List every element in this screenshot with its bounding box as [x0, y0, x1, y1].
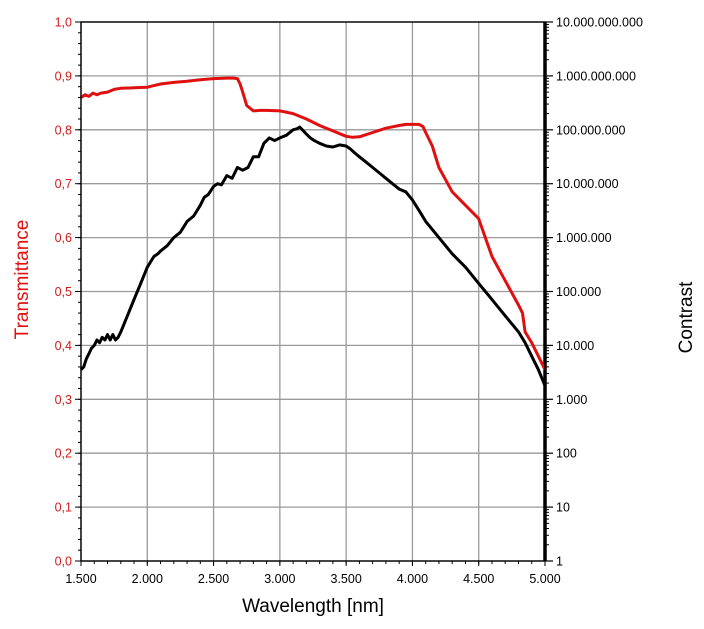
- left-tick-label: 1,0: [55, 16, 72, 30]
- right-tick-label: 10.000.000: [556, 177, 619, 191]
- contrast-line: [79, 125, 547, 387]
- right-tick-label: 10.000: [556, 339, 594, 353]
- right-tick-label: 1.000.000.000: [556, 69, 636, 83]
- left-tick-label: 0,0: [55, 555, 72, 569]
- x-axis-label: Wavelength [nm]: [242, 596, 384, 617]
- x-tick-label: 3.500: [331, 572, 362, 586]
- x-tick-label: 4.000: [397, 572, 428, 586]
- x-tick-label: 2.000: [132, 572, 163, 586]
- left-tick-label: 0,3: [55, 393, 72, 407]
- right-tick-label: 1.000.000: [556, 231, 612, 245]
- left-tick-label: 0,4: [55, 339, 72, 353]
- left-tick-label: 0,6: [55, 231, 72, 245]
- left-tick-label: 0,7: [55, 177, 72, 191]
- left-tick-label: 0,8: [55, 123, 72, 137]
- right-tick-label: 10: [556, 501, 570, 515]
- left-tick-label: 0,9: [55, 69, 72, 83]
- right-tick-label: 10.000.000.000: [556, 16, 643, 30]
- right-tick-label: 100: [556, 447, 577, 461]
- grid: [80, 21, 546, 562]
- right-tick-label: 100.000: [556, 285, 601, 299]
- right-tick-label: 100.000.000: [556, 123, 626, 137]
- right-axis-label: Contrast: [676, 281, 697, 354]
- series-layer: [79, 76, 547, 387]
- x-tick-label: 4.500: [463, 572, 494, 586]
- plot-frame: [80, 21, 546, 562]
- x-tick-label: 1.500: [65, 572, 96, 586]
- right-tick-label: 1: [556, 555, 563, 569]
- left-tick-label: 0,5: [55, 285, 72, 299]
- tick-labels: 1.500 2.000 2.500 3.000 3.500 4.000 4.500 5.000…: [55, 16, 643, 587]
- x-tick-label: 5.000: [529, 572, 560, 586]
- left-axis-label: Transmittance: [12, 220, 33, 340]
- x-tick-label: 2.500: [198, 572, 229, 586]
- transmittance-line: [80, 76, 547, 371]
- left-tick-label: 0,2: [55, 447, 72, 461]
- right-tick-label: 1.000: [556, 393, 587, 407]
- x-tick-label: 3.000: [264, 572, 295, 586]
- left-tick-label: 0,1: [55, 501, 72, 515]
